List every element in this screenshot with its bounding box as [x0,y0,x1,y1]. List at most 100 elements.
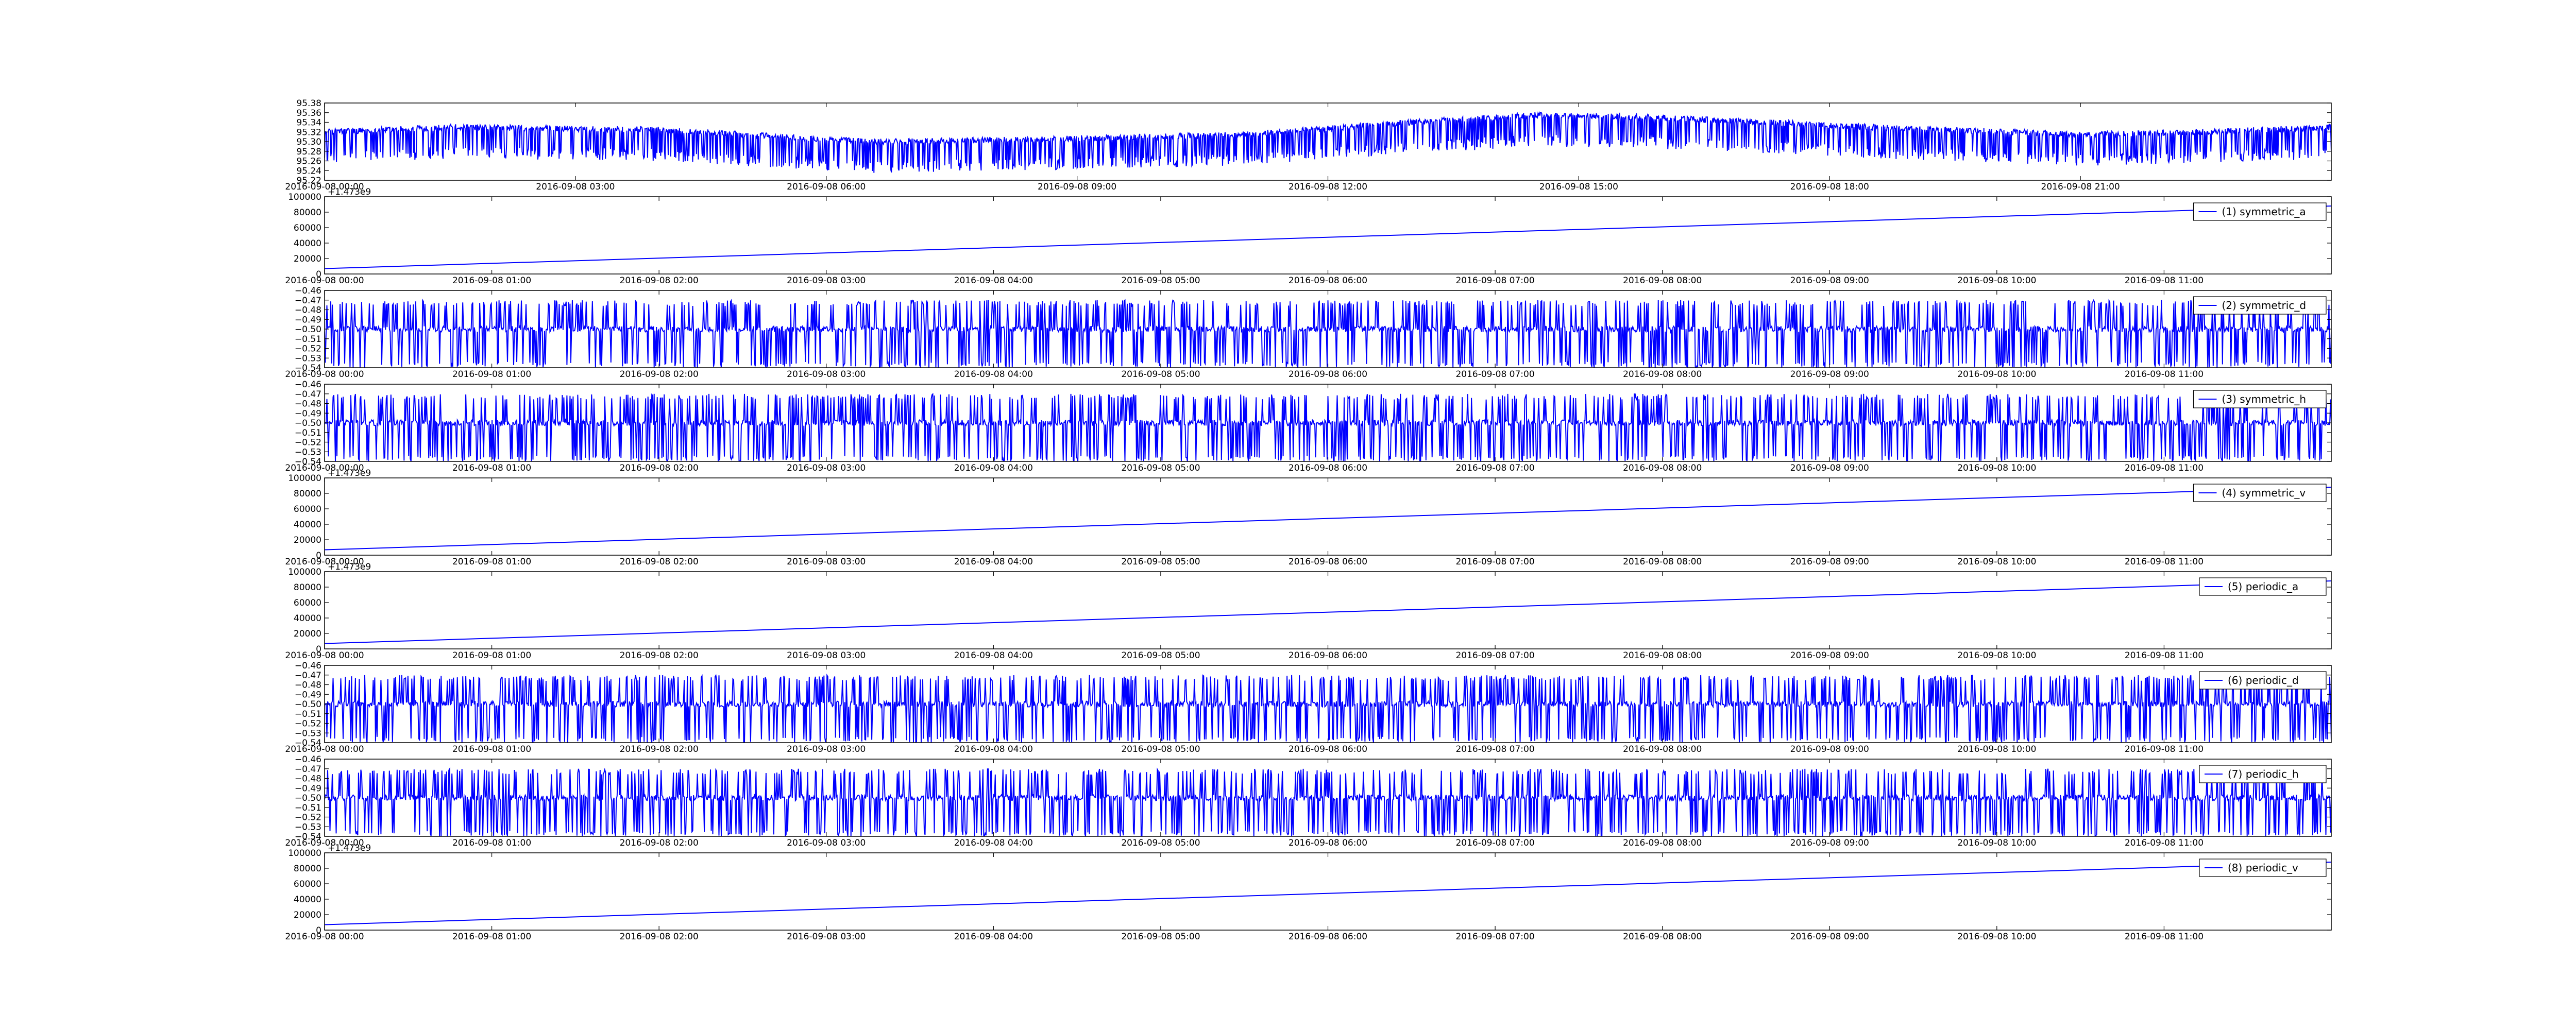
x-tick-label: 2016-09-08 01:00 [452,276,531,286]
y-tick-label: −0.51 [295,428,321,438]
x-tick-label: 2016-09-08 09:00 [1790,744,1869,754]
y-tick-label: −0.49 [295,315,321,325]
x-tick-label: 2016-09-08 05:00 [1121,463,1200,473]
x-tick-label: 2016-09-08 05:00 [1121,932,1200,942]
legend-label: (8) periodic_v [2228,862,2298,874]
x-tick-label: 2016-09-08 02:00 [620,650,699,661]
y-tick-label: 95.26 [296,157,321,167]
y-tick-label: −0.51 [295,334,321,345]
x-tick-label: 2016-09-08 10:00 [1957,557,2036,567]
x-tick-label: 2016-09-08 03:00 [787,838,866,848]
x-tick-label: 2016-09-08 06:00 [787,182,866,192]
y-tick-label: 60000 [294,504,321,514]
x-tick-label: 2016-09-08 00:00 [285,463,364,473]
x-tick-label: 2016-09-08 09:00 [1790,557,1869,567]
x-tick-label: 2016-09-08 02:00 [620,838,699,848]
x-tick-label: 2016-09-08 10:00 [1957,650,2036,661]
y-tick-label: −0.52 [295,813,321,823]
x-tick-label: 2016-09-08 00:00 [285,557,364,567]
x-tick-label: 2016-09-08 18:00 [1790,182,1869,192]
y-tick-label: −0.46 [295,754,321,765]
x-tick-label: 2016-09-08 01:00 [452,557,531,567]
x-tick-label: 2016-09-08 02:00 [620,276,699,286]
legend-label: (3) symmetric_h [2222,393,2307,405]
x-tick-label: 2016-09-08 08:00 [1623,650,1702,661]
y-tick-label: 95.34 [296,118,321,128]
x-tick-label: 2016-09-08 11:00 [2125,838,2204,848]
series-line-2 [325,205,2331,269]
y-tick-label: 40000 [294,895,321,905]
series-line-3 [325,298,2331,368]
panel-1: 95.2295.2495.2695.2895.3095.3295.3495.36… [285,98,2332,192]
y-tick-label: 95.22 [296,176,321,186]
y-tick-label: −0.52 [295,719,321,729]
x-tick-label: 2016-09-08 03:00 [787,463,866,473]
series-line-6 [325,580,2331,644]
x-tick-label: 2016-09-08 05:00 [1121,557,1200,567]
x-tick-label: 2016-09-08 09:00 [1038,182,1116,192]
y-tick-label: −0.48 [295,305,321,316]
y-offset-label: +1.473e9 [328,187,371,197]
y-tick-label: −0.50 [295,324,321,335]
y-tick-label: 95.28 [296,147,321,157]
panel-3: −0.54−0.53−0.52−0.51−0.50−0.49−0.48−0.47… [285,286,2332,380]
x-tick-label: 2016-09-08 01:00 [452,463,531,473]
series-line-9 [325,862,2331,925]
x-tick-label: 2016-09-08 07:00 [1455,276,1534,286]
y-tick-label: 20000 [294,535,321,545]
y-tick-label: 60000 [294,879,321,889]
y-tick-label: 80000 [294,208,321,218]
x-tick-label: 2016-09-08 11:00 [2125,369,2204,380]
y-tick-label: 80000 [294,864,321,874]
y-tick-label: 60000 [294,598,321,608]
y-tick-label: 95.24 [296,166,321,176]
x-tick-label: 2016-09-08 08:00 [1623,744,1702,754]
x-tick-label: 2016-09-08 07:00 [1455,838,1534,848]
y-tick-label: −0.46 [295,380,321,390]
x-tick-label: 2016-09-08 04:00 [954,650,1033,661]
x-tick-label: 2016-09-08 04:00 [954,463,1033,473]
x-tick-label: 2016-09-08 00:00 [285,276,364,286]
x-tick-label: 2016-09-08 10:00 [1957,463,2036,473]
x-tick-label: 2016-09-08 00:00 [285,838,364,848]
x-tick-label: 2016-09-08 03:00 [787,557,866,567]
y-tick-label: −0.48 [295,680,321,691]
y-tick-label: 40000 [294,520,321,530]
y-tick-label: −0.50 [295,418,321,428]
x-tick-label: 2016-09-08 05:00 [1121,369,1200,380]
x-tick-label: 2016-09-08 09:00 [1790,932,1869,942]
x-tick-label: 2016-09-08 07:00 [1455,932,1534,942]
y-tick-label: −0.49 [295,690,321,700]
y-offset-label: +1.473e9 [328,468,371,478]
x-tick-label: 2016-09-08 07:00 [1455,557,1534,567]
x-tick-label: 2016-09-08 10:00 [1957,744,2036,754]
x-tick-label: 2016-09-08 01:00 [452,744,531,754]
y-tick-label: −0.48 [295,774,321,784]
legend-label: (7) periodic_h [2228,768,2299,780]
legend-label: (6) periodic_d [2228,674,2299,686]
y-tick-label: −0.52 [295,438,321,448]
panel-9: 0 20000 40000 60000 80000 100000 2016-09-08 00… [285,843,2332,942]
panel-8: −0.54−0.53−0.52−0.51−0.50−0.49−0.48−0.47… [285,754,2332,848]
y-tick-label: 80000 [294,489,321,499]
panel-7: −0.54−0.53−0.52−0.51−0.50−0.49−0.48−0.47… [285,661,2332,754]
y-offset-label: +1.473e9 [328,562,371,572]
x-tick-label: 2016-09-08 04:00 [954,369,1033,380]
y-tick-label: 0 [316,269,321,280]
x-tick-label: 2016-09-08 12:00 [1289,182,1367,192]
axes-frame-5 [324,477,2332,556]
x-tick-label: 2016-09-08 06:00 [1289,838,1367,848]
x-tick-label: 2016-09-08 09:00 [1790,838,1869,848]
y-offset-label: +1.473e9 [328,843,371,853]
x-tick-label: 2016-09-08 08:00 [1623,369,1702,380]
y-tick-label: 80000 [294,582,321,593]
y-tick-label: −0.47 [295,389,321,400]
y-tick-label: 40000 [294,238,321,249]
y-tick-label: −0.49 [295,408,321,419]
x-tick-label: 2016-09-08 06:00 [1289,369,1367,380]
x-tick-label: 2016-09-08 11:00 [2125,557,2204,567]
y-tick-label: −0.46 [295,661,321,671]
x-tick-label: 2016-09-08 06:00 [1289,744,1367,754]
x-tick-label: 2016-09-08 07:00 [1455,650,1534,661]
